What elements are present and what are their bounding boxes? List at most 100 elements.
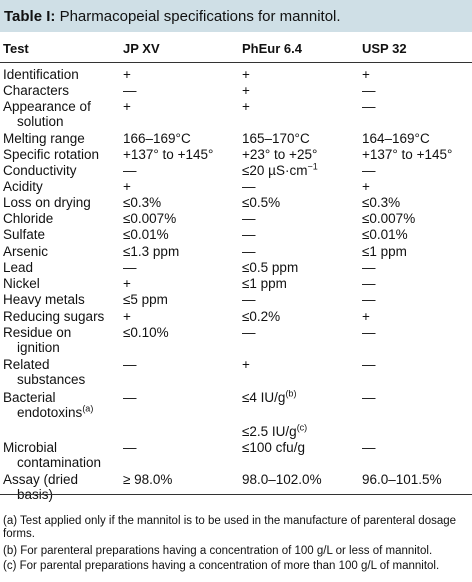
cell-jp-text: +137° to +145°: [123, 147, 214, 162]
cell-usp-text: +: [362, 309, 370, 324]
cell-pheur: +: [242, 99, 250, 114]
table-caption: Pharmacopeial specifications for mannito…: [59, 7, 341, 25]
row-test-label: Residue on ignition: [3, 325, 123, 355]
row-test-label: Arsenic: [3, 244, 123, 259]
cell-pheur: ≤0.5 ppm: [242, 260, 298, 275]
row-test-label: Related substances: [3, 357, 123, 387]
row-test-label: Nickel: [3, 276, 123, 291]
cell-pheur: —: [242, 292, 256, 307]
cell-pheur: —: [242, 211, 256, 226]
cell-jp-text: —: [123, 260, 137, 275]
cell-pheur: ≤2.5 IU/g(c): [242, 422, 308, 439]
cell-jp: ≤0.007%: [123, 211, 176, 226]
cell-pheur: 98.0–102.0%: [242, 472, 322, 487]
cell-usp-text: ≤1 ppm: [362, 244, 407, 259]
cell-pheur: +: [242, 67, 250, 82]
cell-usp: ≤0.3%: [362, 195, 400, 210]
cell-pheur: ≤0.5%: [242, 195, 280, 210]
cell-pheur: 165–170°C: [242, 131, 310, 146]
cell-usp-text: —: [362, 357, 376, 372]
cell-jp: —: [123, 357, 137, 372]
cell-usp: —: [362, 83, 376, 98]
cell-pheur-text: ≤0.2%: [242, 309, 281, 324]
cell-pheur-text: —: [242, 211, 256, 226]
cell-usp: 164–169°C: [362, 131, 430, 146]
header-jp: JP XV: [123, 41, 160, 56]
cell-usp-text: +: [362, 67, 370, 82]
cell-jp: —: [123, 260, 137, 275]
row-test-label: Sulfate: [3, 227, 123, 242]
cell-pheur-text: —: [242, 325, 256, 340]
cell-pheur: —: [242, 325, 256, 340]
cell-usp-text: +137° to +145°: [362, 147, 453, 162]
cell-jp-text: ≤5 ppm: [123, 292, 168, 307]
row-test-label: Reducing sugars: [3, 309, 123, 324]
cell-usp: —: [362, 292, 376, 307]
cell-jp-text: +: [123, 99, 131, 114]
cell-jp: ≥ 98.0%: [123, 472, 172, 487]
row-test-line2: ignition: [3, 340, 123, 355]
cell-jp-text: 166–169°C: [123, 131, 191, 146]
header-usp: USP 32: [362, 41, 407, 56]
cell-usp: —: [362, 260, 376, 275]
cell-pheur-text: ≤1 ppm: [242, 276, 287, 291]
cell-jp: —: [123, 440, 137, 455]
cell-usp-text: ≤0.007%: [362, 211, 416, 226]
cell-jp: —: [123, 83, 137, 98]
cell-usp: —: [362, 99, 376, 114]
cell-usp: —: [362, 390, 376, 405]
cell-usp-text: —: [362, 260, 376, 275]
cell-usp-text: +: [362, 179, 370, 194]
row-test-label: Chloride: [3, 211, 123, 226]
cell-pheur-superscript: (b): [285, 388, 297, 399]
row-test-label: Acidity: [3, 179, 123, 194]
cell-pheur-superscript: (c): [296, 422, 308, 433]
row-test-line2: solution: [3, 114, 123, 129]
row-test-label: Loss on drying: [3, 195, 123, 210]
cell-usp-text: —: [362, 390, 376, 405]
cell-pheur: —: [242, 227, 256, 242]
cell-jp: ≤0.01%: [123, 227, 169, 242]
cell-pheur: ≤100 cfu/g: [242, 440, 305, 455]
cell-pheur-text: —: [242, 292, 256, 307]
table-title: Table I: Pharmacopeial specifications fo…: [0, 8, 341, 25]
cell-pheur-text: 165–170°C: [242, 131, 310, 146]
cell-jp: ≤0.10%: [123, 325, 169, 340]
cell-jp-text: +: [123, 179, 131, 194]
row-test-line2-text: contamination: [17, 455, 102, 470]
row-test-line1: Chloride: [3, 211, 54, 226]
cell-usp-text: 164–169°C: [362, 131, 430, 146]
cell-usp: +137° to +145°: [362, 147, 452, 162]
row-test-line1: Specific rotation: [3, 147, 100, 162]
cell-usp: —: [362, 357, 376, 372]
row-test-label: Lead: [3, 260, 123, 275]
cell-usp: 96.0–101.5%: [362, 472, 442, 487]
cell-pheur: ≤1 ppm: [242, 276, 287, 291]
row-test-line2-text: solution: [17, 114, 64, 129]
cell-usp: —: [362, 163, 376, 178]
footnote-a: (a) Test applied only if the mannitol is…: [3, 515, 457, 540]
header-rule: [0, 62, 472, 63]
cell-usp-text: ≤0.01%: [362, 227, 408, 242]
cell-usp-text: —: [362, 440, 376, 455]
cell-pheur-text: ≤0.5 ppm: [242, 260, 299, 275]
row-test-line2-text: substances: [17, 372, 86, 387]
row-test-line2: substances: [3, 372, 123, 387]
cell-pheur-text: +23° to +25°: [242, 147, 318, 162]
cell-usp-text: —: [362, 99, 376, 114]
row-test-line1: Bacterial: [3, 390, 56, 405]
cell-jp: +: [123, 179, 131, 194]
cell-usp: ≤0.01%: [362, 227, 408, 242]
cell-jp: ≤0.3%: [123, 195, 161, 210]
cell-jp-text: ≥ 98.0%: [123, 472, 173, 487]
row-test-line2: endotoxins(a): [3, 403, 123, 420]
cell-jp-text: ≤1.3 ppm: [123, 244, 180, 259]
row-test-superscript: (a): [82, 403, 94, 414]
cell-jp: +: [123, 309, 131, 324]
footnote-c: (c) For parental preparations having a c…: [3, 560, 440, 572]
cell-pheur: +23° to +25°: [242, 147, 317, 162]
cell-jp-text: +: [123, 276, 131, 291]
row-test-line2-text: ignition: [17, 340, 60, 355]
cell-jp-text: ≤0.3%: [123, 195, 162, 210]
cell-pheur-text: —: [242, 179, 256, 194]
